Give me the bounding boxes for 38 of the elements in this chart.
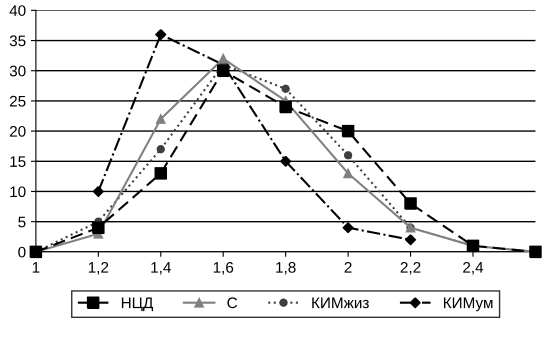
x-tick-label: 2,2 [400,262,420,275]
point [92,186,104,198]
x-tick-label: 1,6 [214,262,234,275]
point [218,54,228,64]
point [342,222,354,234]
point [404,234,416,246]
x-tick-label: 2 [344,262,352,273]
point [92,221,105,234]
point [216,64,230,77]
point [155,28,166,40]
point [404,197,417,210]
y-tick-label: 5 [18,216,26,228]
y-tick-label: 40 [10,5,26,16]
x-tick-label: 2,4 [463,262,484,275]
point [156,145,165,154]
legend-label: КИМжиз [312,298,369,308]
x-tick-label: 1 [32,262,40,273]
x-tick-label: 1,4 [151,262,171,275]
legend-label: НЦД [122,298,154,312]
legend-label: С [227,297,238,308]
point [344,151,352,160]
legend-label: КИМум [444,298,492,312]
point [280,156,292,167]
x-tick-label: 1,8 [276,262,296,275]
y-tick-label: 30 [10,66,26,76]
point [343,168,353,178]
point [279,100,292,114]
point [156,114,166,124]
y-tick-label: 25 [10,96,26,107]
y-tick-label: 15 [10,156,26,167]
point [342,124,354,138]
x-tick-label: 1,2 [88,262,108,275]
y-tick-label: 20 [10,126,26,137]
point [281,84,290,94]
point [154,167,168,180]
y-tick-label: 0 [18,246,26,258]
y-tick-label: 10 [10,186,26,198]
y-tick-label: 35 [10,35,26,46]
